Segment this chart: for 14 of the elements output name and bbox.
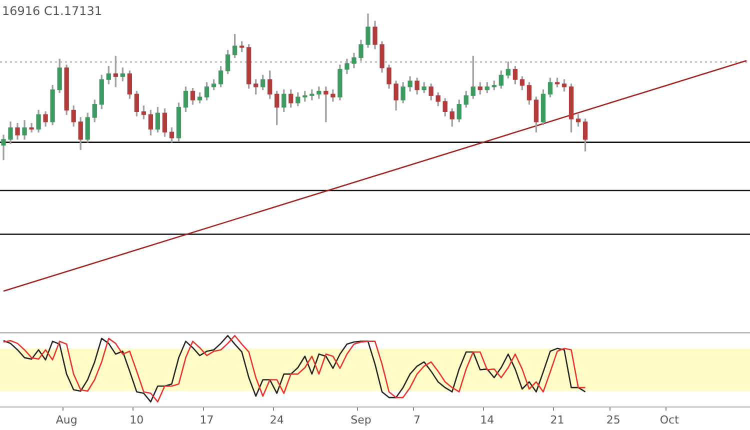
x-tick-label: Aug: [56, 413, 78, 426]
x-tick-label: 14: [480, 413, 494, 426]
x-tick-label: 10: [130, 413, 144, 426]
annotation: 16916 C1.17131: [2, 4, 102, 18]
candlestick: [29, 123, 34, 132]
x-tick-label: 24: [270, 413, 284, 426]
x-tick-label: Oct: [660, 413, 680, 426]
candlestick: [324, 86, 328, 122]
x-tick-label: 25: [606, 413, 620, 426]
x-tick-label: 7: [414, 413, 421, 426]
x-tick-label: 17: [200, 413, 214, 426]
x-tick-label: 21: [550, 413, 564, 426]
candlestick: [1, 134, 6, 160]
x-tick-label: Sep: [350, 413, 372, 426]
